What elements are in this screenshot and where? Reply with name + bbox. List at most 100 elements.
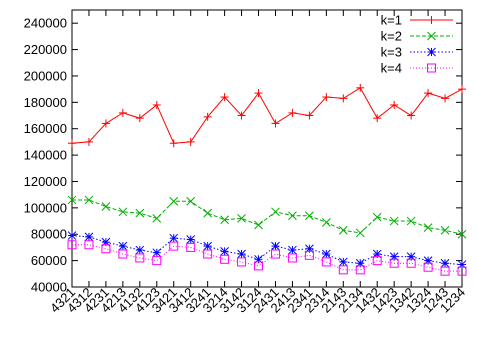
data-point xyxy=(237,111,246,120)
data-point xyxy=(373,114,382,123)
plot-frame xyxy=(71,9,463,288)
data-point xyxy=(118,241,128,251)
data-point xyxy=(101,119,110,128)
marker-stroke xyxy=(220,254,230,264)
marker-stroke xyxy=(186,196,196,206)
data-point xyxy=(406,216,416,226)
data-point xyxy=(457,266,467,276)
marker-stroke xyxy=(118,241,128,251)
data-point xyxy=(407,111,416,120)
data-point xyxy=(67,240,77,250)
data-point xyxy=(169,241,179,251)
data-point xyxy=(427,47,436,57)
marker-stroke xyxy=(152,248,162,258)
y-tick-label: 60000 xyxy=(31,253,67,268)
marker-stroke xyxy=(389,216,399,226)
y-tick-label: 160000 xyxy=(24,121,67,136)
series-lines xyxy=(67,83,467,276)
data-point xyxy=(203,208,213,218)
data-point xyxy=(152,256,162,266)
marker-stroke xyxy=(372,256,382,266)
data-point xyxy=(135,208,145,218)
marker-stroke xyxy=(84,232,94,242)
data-point xyxy=(321,249,331,259)
data-point xyxy=(220,254,230,264)
series-1 xyxy=(67,195,467,239)
marker-stroke xyxy=(101,244,111,254)
y-tick-label: 240000 xyxy=(24,16,67,31)
y-tick-label: 80000 xyxy=(31,227,67,242)
data-point xyxy=(440,266,450,276)
marker-stroke xyxy=(406,216,416,226)
data-point xyxy=(203,112,212,121)
marker-stroke xyxy=(169,196,179,206)
marker-stroke xyxy=(321,218,331,227)
data-point xyxy=(339,94,348,103)
legend-label: k=2 xyxy=(381,29,402,44)
data-point xyxy=(152,248,162,258)
marker-stroke xyxy=(338,225,348,235)
data-point xyxy=(220,93,229,102)
marker-stroke xyxy=(372,212,382,222)
series-0 xyxy=(68,83,466,148)
data-point xyxy=(288,211,297,221)
data-point xyxy=(355,228,365,238)
marker-stroke xyxy=(135,245,145,255)
marker-stroke xyxy=(152,256,162,266)
marker-stroke xyxy=(203,208,213,218)
marker-stroke xyxy=(254,261,264,271)
marker-stroke xyxy=(237,214,246,223)
legend-label: k=4 xyxy=(381,61,402,76)
marker-stroke xyxy=(118,249,128,259)
data-point xyxy=(321,257,331,267)
data-point xyxy=(288,245,297,255)
marker-stroke xyxy=(423,262,433,272)
data-point xyxy=(321,218,331,227)
marker-stroke xyxy=(152,214,162,223)
data-point xyxy=(440,225,450,235)
data-point xyxy=(68,139,76,148)
marker-stroke xyxy=(270,249,280,259)
data-point xyxy=(338,225,348,235)
marker-stroke xyxy=(101,202,111,211)
data-point xyxy=(270,249,280,259)
data-point xyxy=(203,249,213,259)
data-point xyxy=(186,196,196,206)
marker-stroke xyxy=(457,229,467,239)
marker-stroke xyxy=(220,215,229,225)
data-point xyxy=(135,253,145,263)
legend-label: k=3 xyxy=(381,45,402,60)
data-point xyxy=(169,139,178,148)
data-point xyxy=(427,16,436,24)
data-point xyxy=(203,241,213,251)
data-point xyxy=(372,256,382,266)
data-point xyxy=(441,94,450,103)
marker-stroke xyxy=(135,253,145,263)
data-point xyxy=(254,89,263,98)
data-point xyxy=(458,85,466,94)
marker-stroke xyxy=(288,211,297,221)
data-point xyxy=(84,195,94,205)
marker-stroke xyxy=(440,258,450,268)
marker-stroke xyxy=(338,265,348,275)
series-3 xyxy=(67,240,467,276)
marker-stroke xyxy=(440,266,450,276)
data-point xyxy=(84,240,94,250)
y-tick-label: 180000 xyxy=(24,95,67,110)
data-point xyxy=(322,93,331,102)
marker-stroke xyxy=(220,247,229,256)
data-point xyxy=(356,83,365,92)
data-point xyxy=(424,89,433,98)
series-line xyxy=(72,199,463,235)
data-point xyxy=(389,258,399,268)
marker-stroke xyxy=(169,233,179,243)
data-point xyxy=(135,245,145,255)
y-tick-label: 200000 xyxy=(24,68,67,83)
marker-stroke xyxy=(406,258,416,268)
marker-stroke xyxy=(427,63,436,73)
marker-stroke xyxy=(427,47,436,57)
data-point xyxy=(135,114,144,123)
data-point xyxy=(152,100,161,109)
data-point xyxy=(338,257,348,267)
